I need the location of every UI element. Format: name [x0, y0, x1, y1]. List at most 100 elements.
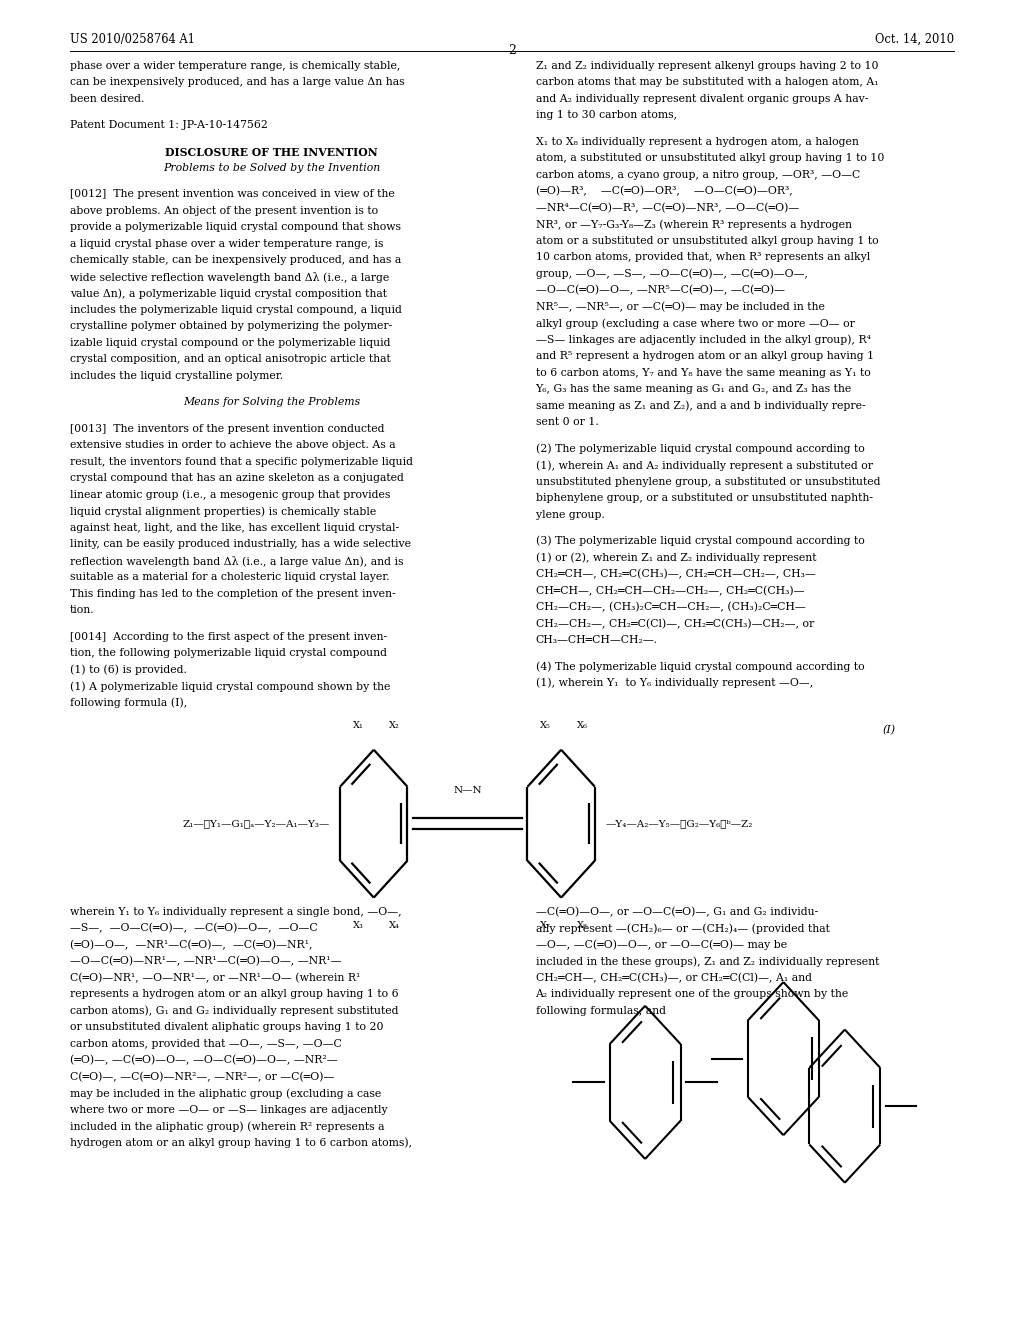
Text: X₂: X₂: [389, 721, 399, 730]
Text: atom or a substituted or unsubstituted alkyl group having 1 to: atom or a substituted or unsubstituted a…: [536, 235, 879, 246]
Text: —S— linkages are adjacently included in the alkyl group), R⁴: —S— linkages are adjacently included in …: [536, 334, 870, 346]
Text: tion.: tion.: [70, 605, 94, 615]
Text: C(═O)—NR¹, —O—NR¹—, or —NR¹—O— (wherein R¹: C(═O)—NR¹, —O—NR¹—, or —NR¹—O— (wherein …: [70, 973, 360, 983]
Text: X₈: X₈: [577, 921, 588, 931]
Text: (I): (I): [883, 725, 896, 735]
Text: carbon atoms, provided that —O—, —S—, —O—C: carbon atoms, provided that —O—, —S—, —O…: [70, 1039, 341, 1049]
Text: (═O)—O—,  —NR¹—C(═O)—,  —C(═O)—NR¹,: (═O)—O—, —NR¹—C(═O)—, —C(═O)—NR¹,: [70, 940, 312, 950]
Text: to 6 carbon atoms, Y₇ and Y₈ have the same meaning as Y₁ to: to 6 carbon atoms, Y₇ and Y₈ have the sa…: [536, 367, 870, 378]
Text: 10 carbon atoms, provided that, when R³ represents an alkyl: 10 carbon atoms, provided that, when R³ …: [536, 252, 869, 263]
Text: ing 1 to 30 carbon atoms,: ing 1 to 30 carbon atoms,: [536, 110, 677, 120]
Text: X₄: X₄: [389, 921, 400, 931]
Text: X₅: X₅: [540, 721, 551, 730]
Text: A₂ individually represent one of the groups shown by the: A₂ individually represent one of the gro…: [536, 990, 849, 999]
Text: same meaning as Z₁ and Z₂), and a and b individually repre-: same meaning as Z₁ and Z₂), and a and b …: [536, 400, 865, 412]
Text: CH═CH—, CH₂═CH—CH₂—CH₂—, CH₂═C(CH₃)—: CH═CH—, CH₂═CH—CH₂—CH₂—, CH₂═C(CH₃)—: [536, 585, 804, 595]
Text: represents a hydrogen atom or an alkyl group having 1 to 6: represents a hydrogen atom or an alkyl g…: [70, 990, 398, 999]
Text: value Δn), a polymerizable liquid crystal composition that: value Δn), a polymerizable liquid crysta…: [70, 288, 387, 300]
Text: (1) to (6) is provided.: (1) to (6) is provided.: [70, 664, 186, 676]
Text: crystalline polymer obtained by polymerizing the polymer-: crystalline polymer obtained by polymeri…: [70, 321, 392, 331]
Text: Patent Document 1: JP-A-10-147562: Patent Document 1: JP-A-10-147562: [70, 120, 267, 131]
Text: —O—C(═O)—O—, —NR⁵—C(═O)—, —C(═O)—: —O—C(═O)—O—, —NR⁵—C(═O)—, —C(═O)—: [536, 285, 784, 296]
Text: X₇: X₇: [540, 921, 551, 931]
Text: Y₆, G₃ has the same meaning as G₁ and G₂, and Z₃ has the: Y₆, G₃ has the same meaning as G₁ and G₂…: [536, 384, 852, 395]
Text: linear atomic group (i.e., a mesogenic group that provides: linear atomic group (i.e., a mesogenic g…: [70, 490, 390, 500]
Text: carbon atoms, a cyano group, a nitro group, —OR³, —O—C: carbon atoms, a cyano group, a nitro gro…: [536, 169, 860, 180]
Text: —C(═O)—O—, or —O—C(═O)—, G₁ and G₂ individu-: —C(═O)—O—, or —O—C(═O)—, G₁ and G₂ indiv…: [536, 907, 818, 917]
Text: alkyl group (excluding a case where two or more —O— or: alkyl group (excluding a case where two …: [536, 318, 854, 329]
Text: —NR⁴—C(═O)—R³, —C(═O)—NR³, —O—C(═O)—: —NR⁴—C(═O)—R³, —C(═O)—NR³, —O—C(═O)—: [536, 202, 799, 213]
Text: wide selective reflection wavelength band Δλ (i.e., a large: wide selective reflection wavelength ban…: [70, 272, 389, 282]
Text: C(═O)—, —C(═O)—NR²—, —NR²—, or —C(═O)—: C(═O)—, —C(═O)—NR²—, —NR²—, or —C(═O)—: [70, 1072, 334, 1082]
Text: ylene group.: ylene group.: [536, 510, 604, 520]
Text: This finding has led to the completion of the present inven-: This finding has led to the completion o…: [70, 589, 395, 599]
Text: (3) The polymerizable liquid crystal compound according to: (3) The polymerizable liquid crystal com…: [536, 536, 864, 546]
Text: included in the these groups), Z₁ and Z₂ individually represent: included in the these groups), Z₁ and Z₂…: [536, 956, 879, 968]
Text: Means for Solving the Problems: Means for Solving the Problems: [182, 397, 360, 408]
Text: (═O)—R³,    —C(═O)—OR³,    —O—C(═O)—OR³,: (═O)—R³, —C(═O)—OR³, —O—C(═O)—OR³,: [536, 186, 793, 197]
Text: wherein Y₁ to Y₆ individually represent a single bond, —O—,: wherein Y₁ to Y₆ individually represent …: [70, 907, 401, 917]
Text: (1), wherein Y₁  to Y₆ individually represent —O—,: (1), wherein Y₁ to Y₆ individually repre…: [536, 677, 813, 689]
Text: X₁ to X₈ individually represent a hydrogen atom, a halogen: X₁ to X₈ individually represent a hydrog…: [536, 136, 858, 147]
Text: a liquid crystal phase over a wider temperature range, is: a liquid crystal phase over a wider temp…: [70, 239, 383, 249]
Text: following formula (I),: following formula (I),: [70, 697, 187, 709]
Text: linity, can be easily produced industrially, has a wide selective: linity, can be easily produced industria…: [70, 539, 411, 549]
Text: DISCLOSURE OF THE INVENTION: DISCLOSURE OF THE INVENTION: [165, 147, 378, 157]
Text: Z₁ and Z₂ individually represent alkenyl groups having 2 to 10: Z₁ and Z₂ individually represent alkenyl…: [536, 61, 878, 71]
Text: reflection wavelength band Δλ (i.e., a large value Δn), and is: reflection wavelength band Δλ (i.e., a l…: [70, 556, 403, 566]
Text: liquid crystal alignment properties) is chemically stable: liquid crystal alignment properties) is …: [70, 506, 376, 517]
Text: X₁: X₁: [352, 721, 364, 730]
Text: hydrogen atom or an alkyl group having 1 to 6 carbon atoms),: hydrogen atom or an alkyl group having 1…: [70, 1138, 412, 1148]
Text: CH₂═CH—, CH₂═C(CH₃)—, or CH₂═C(Cl)—, A₁ and: CH₂═CH—, CH₂═C(CH₃)—, or CH₂═C(Cl)—, A₁ …: [536, 973, 812, 983]
Text: crystal composition, and an optical anisotropic article that: crystal composition, and an optical anis…: [70, 354, 390, 364]
Text: —S—,  —O—C(═O)—,  —C(═O)—O—,  —O—C: —S—, —O—C(═O)—, —C(═O)—O—, —O—C: [70, 924, 317, 933]
Text: N—N: N—N: [454, 785, 481, 795]
Text: Oct. 14, 2010: Oct. 14, 2010: [876, 33, 954, 46]
Text: carbon atoms), G₁ and G₂ individually represent substituted: carbon atoms), G₁ and G₂ individually re…: [70, 1006, 398, 1016]
Text: unsubstituted phenylene group, a substituted or unsubstituted: unsubstituted phenylene group, a substit…: [536, 477, 880, 487]
Text: tion, the following polymerizable liquid crystal compound: tion, the following polymerizable liquid…: [70, 648, 387, 659]
Text: —O—, —C(═O)—O—, or —O—C(═O)— may be: —O—, —C(═O)—O—, or —O—C(═O)— may be: [536, 940, 786, 950]
Text: [0012]  The present invention was conceived in view of the: [0012] The present invention was conceiv…: [70, 189, 394, 199]
Text: izable liquid crystal compound or the polymerizable liquid: izable liquid crystal compound or the po…: [70, 338, 390, 348]
Text: —O—C(═O)—NR¹—, —NR¹—C(═O)—O—, —NR¹—: —O—C(═O)—NR¹—, —NR¹—C(═O)—O—, —NR¹—: [70, 956, 341, 966]
Text: US 2010/0258764 A1: US 2010/0258764 A1: [70, 33, 195, 46]
Text: group, —O—, —S—, —O—C(═O)—, —C(═O)—O—,: group, —O—, —S—, —O—C(═O)—, —C(═O)—O—,: [536, 268, 808, 280]
Text: (2) The polymerizable liquid crystal compound according to: (2) The polymerizable liquid crystal com…: [536, 444, 864, 454]
Text: X₆: X₆: [577, 721, 588, 730]
Text: CH₂—CH₂—, (CH₃)₂C═CH—CH₂—, (CH₃)₂C═CH—: CH₂—CH₂—, (CH₃)₂C═CH—CH₂—, (CH₃)₂C═CH—: [536, 602, 805, 612]
Text: Z₁—✟Y₁—G₁✟ₐ—Y₂—A₁—Y₃—: Z₁—✟Y₁—G₁✟ₐ—Y₂—A₁—Y₃—: [182, 820, 330, 828]
Text: includes the liquid crystalline polymer.: includes the liquid crystalline polymer.: [70, 371, 283, 381]
Text: includes the polymerizable liquid crystal compound, a liquid: includes the polymerizable liquid crysta…: [70, 305, 401, 315]
Text: NR⁵—, —NR⁵—, or —C(═O)— may be included in the: NR⁵—, —NR⁵—, or —C(═O)— may be included …: [536, 301, 824, 313]
Text: can be inexpensively produced, and has a large value Δn has: can be inexpensively produced, and has a…: [70, 77, 404, 87]
Text: where two or more —O— or —S— linkages are adjacently: where two or more —O— or —S— linkages ar…: [70, 1105, 387, 1115]
Text: CH₂═CH—, CH₂═C(CH₃)—, CH₂═CH—CH₂—, CH₃—: CH₂═CH—, CH₂═C(CH₃)—, CH₂═CH—CH₂—, CH₃—: [536, 569, 815, 579]
Text: [0014]  According to the first aspect of the present inven-: [0014] According to the first aspect of …: [70, 631, 387, 642]
Text: phase over a wider temperature range, is chemically stable,: phase over a wider temperature range, is…: [70, 61, 400, 71]
Text: chemically stable, can be inexpensively produced, and has a: chemically stable, can be inexpensively …: [70, 255, 400, 265]
Text: 2: 2: [508, 44, 516, 57]
Text: and A₂ individually represent divalent organic groups A hav-: and A₂ individually represent divalent o…: [536, 94, 868, 104]
Text: (4) The polymerizable liquid crystal compound according to: (4) The polymerizable liquid crystal com…: [536, 661, 864, 672]
Text: X₃: X₃: [352, 921, 364, 931]
Text: carbon atoms that may be substituted with a halogen atom, A₁: carbon atoms that may be substituted wit…: [536, 77, 879, 87]
Text: been desired.: been desired.: [70, 94, 144, 104]
Text: above problems. An object of the present invention is to: above problems. An object of the present…: [70, 206, 378, 216]
Text: crystal compound that has an azine skeleton as a conjugated: crystal compound that has an azine skele…: [70, 473, 403, 483]
Text: —Y₄—A₂—Y₅—✟G₂—Y₆✟ᵇ—Z₂: —Y₄—A₂—Y₅—✟G₂—Y₆✟ᵇ—Z₂: [605, 820, 753, 828]
Text: [0013]  The inventors of the present invention conducted: [0013] The inventors of the present inve…: [70, 424, 384, 434]
Text: result, the inventors found that a specific polymerizable liquid: result, the inventors found that a speci…: [70, 457, 413, 467]
Text: provide a polymerizable liquid crystal compound that shows: provide a polymerizable liquid crystal c…: [70, 222, 400, 232]
Text: atom, a substituted or unsubstituted alkyl group having 1 to 10: atom, a substituted or unsubstituted alk…: [536, 153, 884, 164]
Text: (═O)—, —C(═O)—O—, —O—C(═O)—O—, —NR²—: (═O)—, —C(═O)—O—, —O—C(═O)—O—, —NR²—: [70, 1056, 337, 1065]
Text: biphenylene group, or a substituted or unsubstituted naphth-: biphenylene group, or a substituted or u…: [536, 492, 872, 503]
Text: extensive studies in order to achieve the above object. As a: extensive studies in order to achieve th…: [70, 440, 395, 450]
Text: CH₃—CH═CH—CH₂—.: CH₃—CH═CH—CH₂—.: [536, 635, 657, 645]
Text: (1) A polymerizable liquid crystal compound shown by the: (1) A polymerizable liquid crystal compo…: [70, 681, 390, 692]
Text: or unsubstituted divalent aliphatic groups having 1 to 20: or unsubstituted divalent aliphatic grou…: [70, 1023, 383, 1032]
Text: and R⁵ represent a hydrogen atom or an alkyl group having 1: and R⁵ represent a hydrogen atom or an a…: [536, 351, 873, 362]
Text: CH₂—CH₂—, CH₂═C(Cl)—, CH₂═C(CH₃)—CH₂—, or: CH₂—CH₂—, CH₂═C(Cl)—, CH₂═C(CH₃)—CH₂—, o…: [536, 618, 814, 628]
Text: against heat, light, and the like, has excellent liquid crystal-: against heat, light, and the like, has e…: [70, 523, 398, 533]
Text: may be included in the aliphatic group (excluding a case: may be included in the aliphatic group (…: [70, 1089, 381, 1100]
